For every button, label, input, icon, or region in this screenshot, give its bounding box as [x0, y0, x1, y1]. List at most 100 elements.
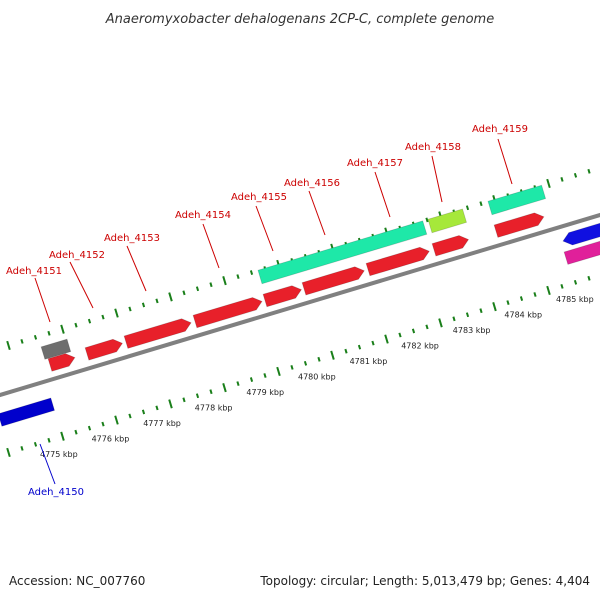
label-leader-line: [308, 190, 326, 236]
gene-label: Adeh_4150: [28, 487, 84, 498]
gene-label: Adeh_4159: [472, 124, 528, 135]
gene-labels: Adeh_4150 Adeh_4151 Adeh_4152 Adeh_4153 Adeh…: [6, 124, 528, 498]
scale-labels: 4775 kbp 4776 kbp 4777 kbp 4778 kbp 4779 kbp…: [40, 295, 594, 459]
scale-label: 4780 kbp: [298, 373, 336, 382]
inner-tick: [168, 399, 173, 409]
scale-label: 4783 kbp: [453, 326, 491, 335]
gene-arrow: [301, 266, 365, 296]
inner-tick: [114, 415, 119, 425]
inner-tick: [276, 366, 281, 377]
inner-tick: [303, 360, 308, 366]
gene-arrow: [47, 353, 76, 372]
inner-tick: [141, 409, 146, 415]
scale-label: 4775 kbp: [40, 450, 78, 459]
outer-tick: [546, 178, 551, 189]
inner-tick: [519, 296, 524, 301]
unlabeled-gene-blue: [562, 222, 600, 246]
outer-tick: [6, 340, 11, 351]
inner-tick: [398, 332, 402, 338]
outer-tick: [465, 205, 470, 211]
inner-tick: [587, 275, 591, 281]
inner-tick: [344, 348, 348, 354]
outer-tick: [33, 334, 38, 340]
outer-tick: [425, 217, 429, 223]
outer-tick: [74, 322, 78, 328]
label-leader-line: [39, 443, 56, 485]
outer-tick: [87, 318, 92, 324]
inner-tick: [560, 284, 564, 289]
outer-tick: [168, 292, 173, 302]
label-leader-line: [374, 171, 391, 218]
gene-arrow: [431, 235, 470, 257]
outer-tick: [141, 302, 146, 308]
outer-tick: [114, 308, 119, 318]
inner-tick: [74, 429, 78, 435]
inner-tick: [384, 334, 389, 344]
scale-label: 4782 kbp: [401, 342, 439, 351]
outer-tick: [560, 177, 564, 182]
label-leader-line: [34, 277, 51, 323]
inner-tick: [249, 377, 254, 382]
label-leader-line: [431, 155, 443, 203]
inner-tick: [290, 365, 294, 370]
inner-tick: [33, 441, 38, 447]
inner-tick: [465, 312, 470, 318]
genome-summary-text: Topology: circular; Length: 5,013,479 bp…: [260, 574, 590, 588]
scale-label: 4784 kbp: [504, 311, 542, 320]
label-leader-line: [202, 223, 220, 269]
inner-tick: [209, 389, 213, 395]
gene-arrow: [493, 212, 545, 238]
outer-tick: [587, 168, 591, 174]
inner-tick: [87, 425, 92, 431]
outer-tick: [47, 330, 51, 336]
inner-tick: [20, 446, 24, 451]
outer-tick: [128, 306, 132, 312]
map-title: Anaeromyxobacter dehalogenans 2CP-C, com…: [105, 12, 494, 27]
unlabeled-gene-gray: [40, 338, 72, 360]
gene-label: Adeh_4154: [175, 210, 231, 221]
outer-tick: [222, 276, 227, 286]
gene-arrow: [192, 297, 263, 329]
scale-label: 4781 kbp: [350, 357, 388, 366]
inner-tick: [357, 344, 362, 350]
gene-arrow: [0, 397, 55, 427]
outer-tick: [236, 274, 240, 279]
gene-label: Adeh_4152: [49, 250, 105, 261]
inner-tick: [155, 405, 159, 411]
label-leader-line: [255, 205, 274, 252]
inner-tick: [128, 413, 132, 419]
inner-tick: [330, 350, 335, 360]
inner-tick: [6, 447, 11, 458]
inner-tick: [263, 373, 267, 378]
gene-label: Adeh_4156: [284, 178, 340, 189]
inner-tick: [182, 397, 186, 403]
feature-band-teal: [257, 220, 428, 285]
gene-label: Adeh_4151: [6, 266, 62, 277]
outer-tick: [573, 172, 578, 178]
genome-backbone: [0, 212, 600, 398]
outer-tick: [155, 298, 159, 304]
label-leader-line: [497, 138, 513, 185]
feature-band-teal: [487, 184, 547, 216]
inner-tick: [317, 356, 321, 362]
inner-tick: [425, 324, 429, 330]
outer-tick: [195, 286, 200, 292]
inner-tick: [101, 421, 105, 427]
inner-tick: [411, 328, 416, 334]
inner-tick: [371, 340, 375, 346]
outer-tick: [20, 339, 24, 344]
scale-label: 4785 kbp: [556, 295, 594, 304]
outer-tick: [249, 270, 254, 275]
gene-label: Adeh_4153: [104, 233, 160, 244]
gene-arrow: [365, 246, 430, 277]
outer-tick: [182, 290, 186, 296]
feature-track: [40, 184, 600, 360]
outer-tick: [479, 201, 483, 207]
scale-label: 4776 kbp: [92, 435, 130, 444]
inner-tick: [573, 279, 578, 285]
inner-tick: [47, 437, 51, 443]
inner-tick: [236, 381, 240, 386]
gene-arrow: [123, 318, 192, 349]
gene-track: [0, 212, 545, 427]
